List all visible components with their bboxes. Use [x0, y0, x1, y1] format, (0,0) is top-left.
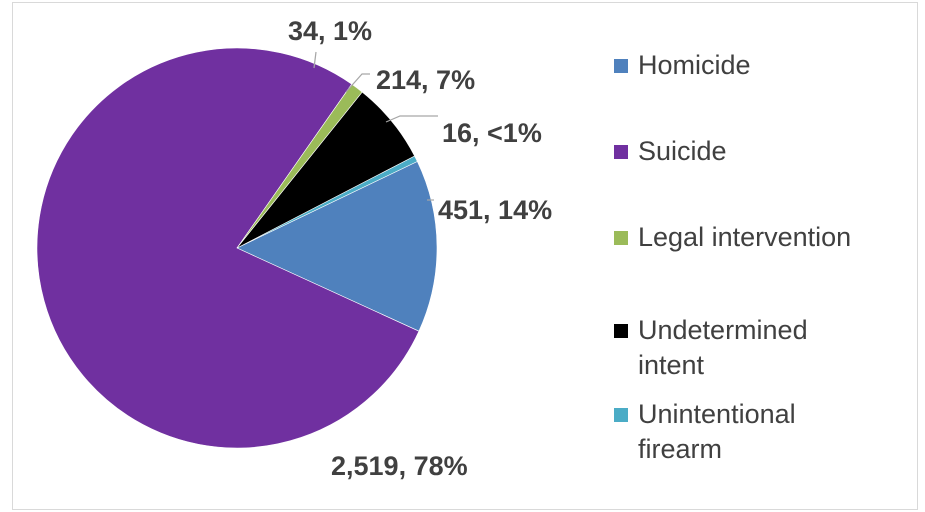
data-label-homicide: 451, 14% [438, 195, 552, 225]
legend-swatch [614, 231, 628, 245]
legend-swatch [614, 324, 628, 338]
legend-item-homicide: Homicide [614, 48, 751, 83]
legend-item-suicide: Suicide [614, 134, 727, 169]
data-label-suicide: 2,519, 78% [331, 451, 468, 481]
legend-swatch [614, 145, 628, 159]
legend-item-undetermined: Undetermined intent [614, 313, 808, 383]
legend-label: Legal intervention [638, 222, 852, 252]
pie-slice-undetermined-intent [236, 91, 415, 249]
leader-line-undetermined-intent [345, 73, 370, 93]
pie-slice-suicide [36, 47, 420, 449]
legend-label: Suicide [638, 136, 727, 166]
data-label-undetermined-intent: 214, 7% [376, 65, 475, 95]
legend-item-unintentional: Unintentional firearm [614, 397, 796, 467]
leader-line-legal-intervention [313, 51, 317, 69]
legend-label: Undetermined intent [638, 315, 808, 380]
legend-label: Unintentional firearm [638, 399, 796, 464]
leader-line-unintentional-firearm [385, 115, 438, 123]
data-label-unintentional-firearm: 16, <1% [442, 118, 542, 148]
legend-item-legal-intervention: Legal intervention [614, 220, 851, 255]
data-label-legal-intervention: 34, 1% [288, 16, 372, 46]
legend-label: Homicide [638, 50, 751, 80]
pie-slice-homicide [236, 161, 438, 332]
legend-swatch [614, 408, 628, 422]
legend-swatch [614, 59, 628, 73]
